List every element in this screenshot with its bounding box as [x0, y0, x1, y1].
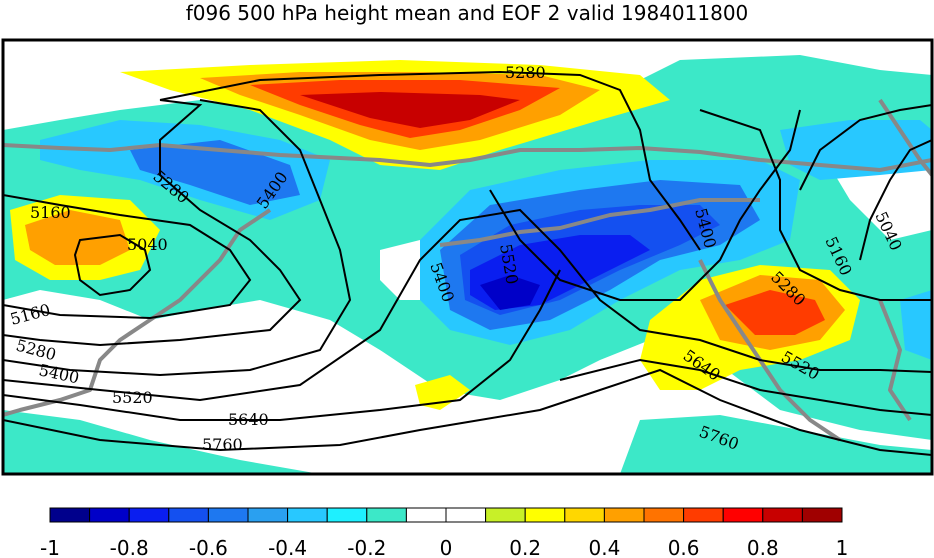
map-frame [1, 38, 934, 476]
colorbar-swatch [801, 507, 843, 523]
shade-pos-se-3 [725, 290, 825, 335]
contour-5040-east [859, 139, 932, 261]
colorbar [49, 507, 843, 523]
contour-5160-east [799, 104, 932, 191]
coastline-greenland [878, 98, 932, 177]
colorbar-swatch [49, 507, 91, 523]
shade-pos-west-2 [25, 210, 130, 265]
coastline-na-north [439, 198, 760, 247]
colorbar-swatch [366, 507, 407, 523]
contour-5280-east [699, 109, 932, 301]
contour-5640-east [559, 358, 932, 416]
colorbar-swatch [722, 507, 764, 523]
colorbar-tick-label: 1 [836, 536, 849, 558]
colorbar-swatch [445, 507, 487, 523]
colorbar-tick-label: -0.4 [268, 536, 307, 558]
colorbar-swatch [762, 507, 803, 523]
contour-5280-west [3, 99, 302, 347]
colorbar-tick-label: 0.8 [747, 536, 779, 558]
eof-shading-layer [3, 40, 932, 474]
colorbar-swatch [326, 507, 368, 523]
contour-label: 5280 [505, 63, 546, 82]
contour-5520 [3, 208, 932, 402]
contour-5280-north [159, 70, 701, 251]
contour-label: 5760 [202, 435, 243, 454]
contour-5760 [3, 368, 932, 456]
colorbar-tick-label: 0.6 [668, 536, 700, 558]
contour-label: 5640 [228, 410, 269, 429]
colorbar-swatch [405, 507, 447, 523]
coastline-arctic [3, 143, 761, 167]
colorbar-swatch [524, 507, 566, 523]
colorbar-tick-label: -0.6 [189, 536, 228, 558]
contour-5040-west [73, 233, 152, 297]
colorbar-swatch [564, 507, 605, 523]
contour-label: 5040 [127, 235, 168, 254]
colorbar-ticks: -1 -0.8 -0.6 -0.4 -0.2 0 0.2 0.4 0.6 0.8 1 [40, 536, 848, 558]
colorbar-swatch [287, 507, 328, 523]
shade-cyan-se [620, 415, 932, 474]
height-contours [3, 70, 932, 456]
colorbar-tick-label: -1 [40, 536, 60, 558]
shade-neg-east-2 [900, 290, 932, 360]
colorbar-swatch [128, 507, 170, 523]
plot-title: f096 500 hPa height mean and EOF 2 valid… [185, 1, 749, 25]
colorbar-swatch [485, 507, 526, 523]
colorbar-tick-label: 0 [440, 536, 453, 558]
colorbar-swatch [683, 507, 724, 523]
shade-neg-center-5 [480, 275, 540, 310]
colorbar-swatch [89, 507, 130, 523]
colorbar-swatch [603, 507, 645, 523]
contour-5400-west [3, 99, 352, 377]
colorbar-swatch [643, 507, 685, 523]
colorbar-tick-label: -0.8 [110, 536, 149, 558]
shade-pos-south [415, 375, 470, 410]
coastline-layer [3, 98, 932, 442]
colorbar-tick-label: -0.2 [347, 536, 386, 558]
colorbar-swatch [247, 507, 289, 523]
contour-5640-west [3, 269, 561, 421]
contour-label: 5520 [112, 388, 153, 407]
shade-neg-west-2 [130, 140, 300, 205]
colorbar-tick-label: 0.4 [588, 536, 620, 558]
coastline-arctic-east [759, 158, 932, 172]
shade-cyan-sw [3, 410, 320, 474]
colorbar-swatch [207, 507, 249, 523]
colorbar-swatch [168, 507, 209, 523]
colorbar-tick-label: 0.2 [509, 536, 541, 558]
contour-label: 5160 [30, 203, 71, 222]
contour-5160 [3, 194, 252, 320]
shade-pos-north-4 [300, 92, 520, 128]
